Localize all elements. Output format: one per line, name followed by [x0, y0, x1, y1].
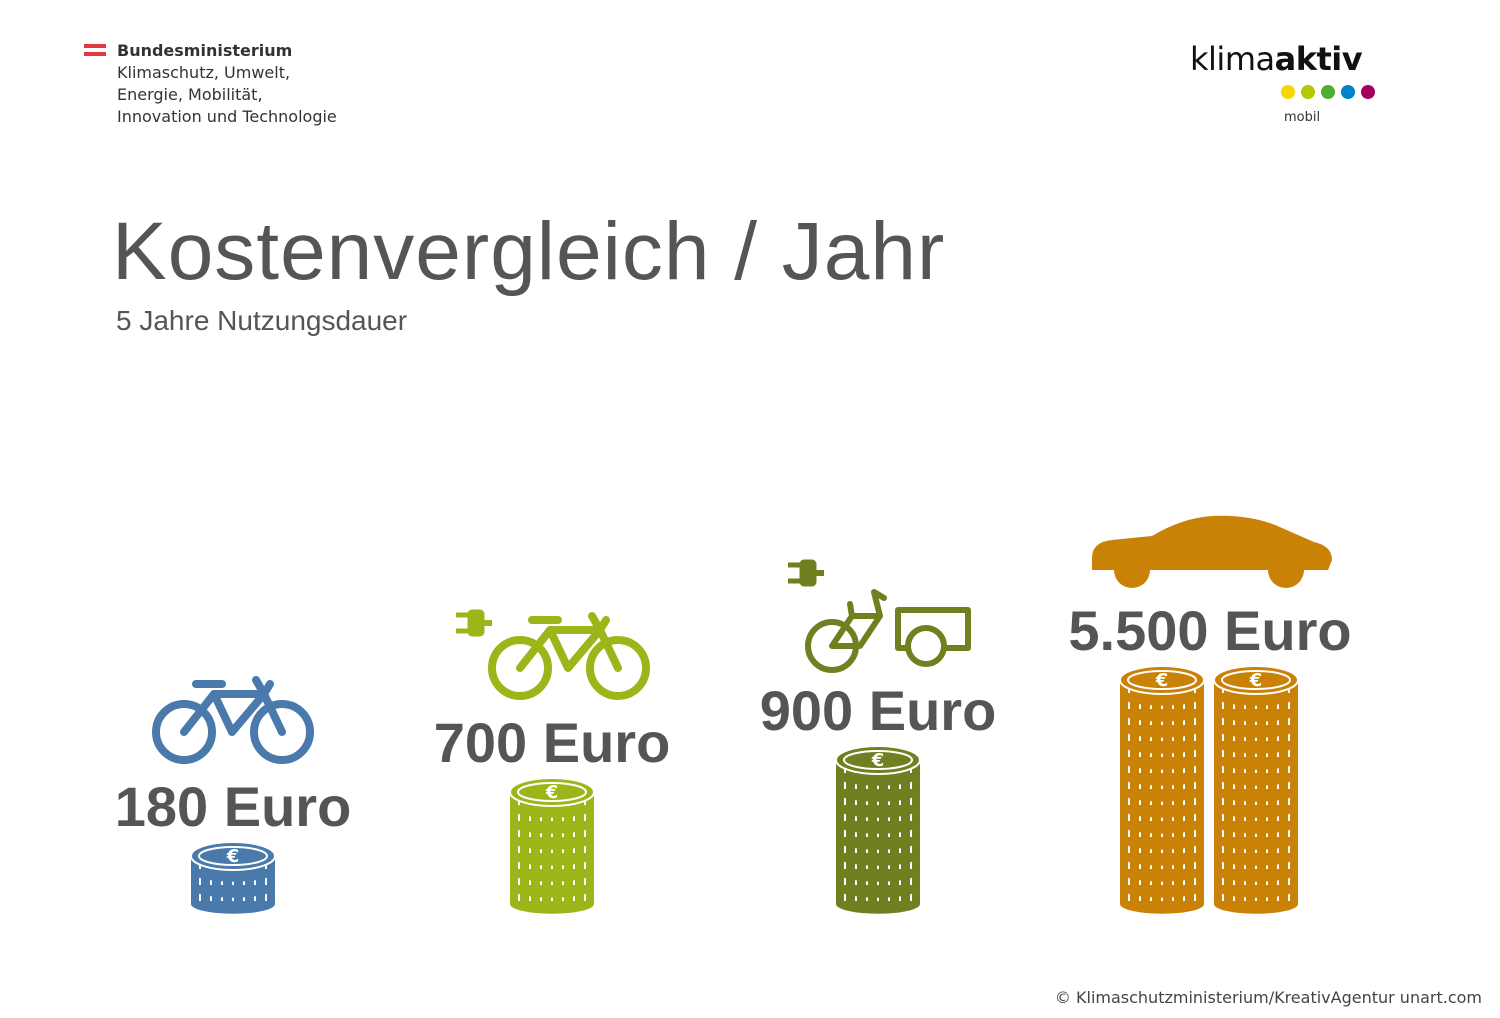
coin-stack: €	[509, 777, 595, 914]
coin-stack: €	[835, 745, 921, 914]
chart-title: Kostenvergleich / Jahr	[112, 206, 946, 297]
ministry-line: Energie, Mobilität,	[117, 85, 263, 104]
brand-word-bold: aktiv	[1274, 40, 1363, 78]
brand-dot	[1361, 85, 1375, 99]
ministry-line: Bundesministerium	[117, 41, 293, 60]
svg-text:€: €	[871, 750, 885, 771]
klimaaktiv-logo: klimaaktiv mobil	[1190, 40, 1400, 130]
e-cargo-bike-icon	[788, 560, 971, 673]
bicycle-icon	[156, 680, 310, 760]
brand-wordmark: klimaaktiv	[1190, 40, 1363, 78]
copyright-credit: © Klimaschutzministerium/KreativAgentur …	[1054, 988, 1482, 1007]
ministry-line: Innovation und Technologie	[117, 107, 337, 126]
ministry-name: Bundesministerium Klimaschutz, Umwelt, E…	[117, 40, 417, 128]
e-bike-icon	[456, 610, 646, 696]
svg-text:€: €	[545, 782, 559, 803]
brand-word-light: klima	[1190, 40, 1275, 78]
austria-flag-icon	[84, 44, 106, 58]
value-label: 5.500 Euro	[1068, 599, 1351, 662]
chart-subtitle: 5 Jahre Nutzungsdauer	[116, 305, 408, 336]
ministry-line: Klimaschutz, Umwelt,	[117, 63, 291, 82]
value-label: 700 Euro	[434, 711, 671, 774]
coin-stack: €	[1119, 665, 1205, 914]
coin-stack: €	[190, 841, 276, 914]
coin-stack: €	[1213, 665, 1299, 914]
car-icon	[1092, 515, 1332, 588]
brand-dot	[1301, 85, 1315, 99]
brand-dots	[1281, 84, 1381, 103]
svg-text:€: €	[1155, 670, 1169, 691]
svg-text:€: €	[1249, 670, 1263, 691]
brand-dot	[1281, 85, 1295, 99]
svg-text:€: €	[226, 846, 240, 867]
value-label: 180 Euro	[115, 775, 352, 838]
value-label: 900 Euro	[760, 679, 997, 742]
brand-sub: mobil	[1284, 110, 1321, 125]
brand-dot	[1321, 85, 1335, 99]
brand-dot	[1341, 85, 1355, 99]
